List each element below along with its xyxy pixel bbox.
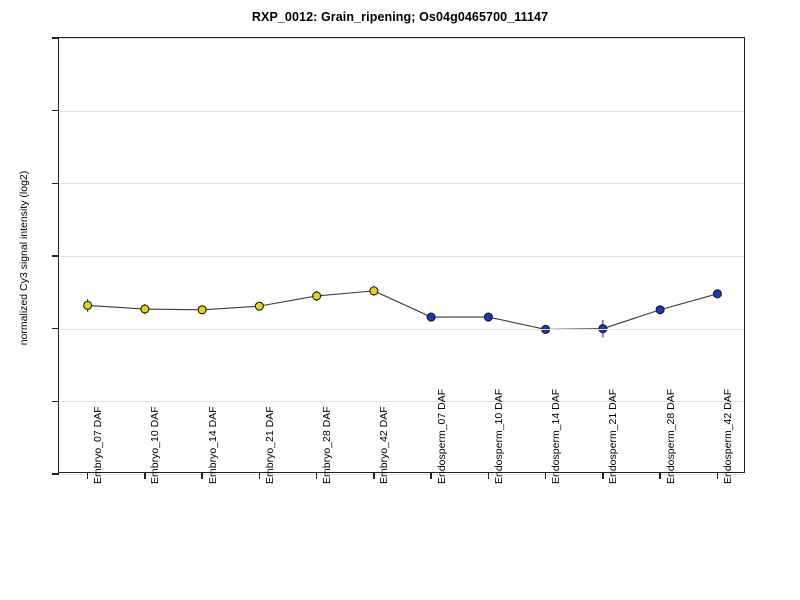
gridline bbox=[59, 328, 744, 330]
series-line bbox=[87, 290, 718, 330]
x-axis-tick bbox=[373, 472, 375, 479]
x-axis-tick-label: Embryo_21 DAF bbox=[263, 406, 276, 484]
data-point-marker bbox=[426, 312, 436, 322]
x-axis-tick bbox=[659, 472, 661, 479]
x-axis-tick bbox=[544, 472, 547, 479]
y-axis-tick bbox=[52, 182, 59, 185]
chart-title: RXP_0012: Grain_ripening; Os04g0465700_1… bbox=[251, 10, 549, 24]
y-axis-tick bbox=[52, 109, 59, 112]
y-axis-tick bbox=[52, 473, 59, 475]
x-axis-tick-label: Endosperm_42 DAF bbox=[721, 388, 734, 484]
data-point-marker bbox=[254, 301, 264, 311]
y-axis-tick bbox=[52, 255, 59, 257]
x-axis-tick-label: Endosperm_14 DAF bbox=[550, 388, 563, 484]
x-axis-tick-label: Embryo_42 DAF bbox=[378, 406, 391, 484]
x-axis-tick-label: Endosperm_21 DAF bbox=[607, 388, 620, 484]
x-axis-tick bbox=[602, 472, 604, 479]
x-axis-tick bbox=[430, 472, 432, 479]
gridline bbox=[59, 256, 744, 257]
x-axis-tick bbox=[86, 472, 89, 479]
x-axis-tick bbox=[258, 472, 261, 479]
gridline bbox=[59, 401, 744, 403]
x-axis-tick bbox=[201, 472, 203, 479]
x-axis-tick-label: Embryo_28 DAF bbox=[321, 406, 334, 484]
x-axis-tick bbox=[315, 472, 318, 479]
data-point-marker bbox=[83, 300, 93, 310]
y-axis-tick bbox=[52, 327, 59, 330]
x-axis-tick-label: Endosperm_10 DAF bbox=[492, 388, 505, 484]
data-point-marker bbox=[483, 312, 493, 322]
y-axis-tick bbox=[52, 37, 59, 39]
data-point-marker bbox=[369, 286, 379, 296]
gridline bbox=[59, 183, 744, 185]
data-point-marker bbox=[712, 289, 722, 299]
data-point-marker bbox=[312, 291, 322, 301]
x-axis-tick bbox=[716, 472, 719, 479]
x-axis-tick-label: Embryo_07 DAF bbox=[92, 406, 105, 484]
x-axis-tick bbox=[487, 472, 490, 479]
data-point-marker bbox=[655, 305, 665, 315]
x-axis-tick-label: Embryo_10 DAF bbox=[149, 406, 162, 484]
y-axis-tick bbox=[52, 400, 59, 403]
x-axis-tick-label: Embryo_14 DAF bbox=[206, 406, 219, 484]
gridline bbox=[59, 474, 744, 475]
gridline bbox=[59, 38, 744, 39]
data-point-marker bbox=[140, 304, 150, 314]
data-point-marker bbox=[197, 305, 207, 315]
gridline bbox=[59, 110, 744, 112]
y-axis-label: normalized Cy3 signal intensity (log2) bbox=[18, 170, 30, 346]
x-axis-tick bbox=[144, 472, 146, 479]
x-axis-tick-label: Endosperm_28 DAF bbox=[664, 388, 677, 484]
x-axis-tick-label: Endosperm_07 DAF bbox=[435, 388, 448, 484]
